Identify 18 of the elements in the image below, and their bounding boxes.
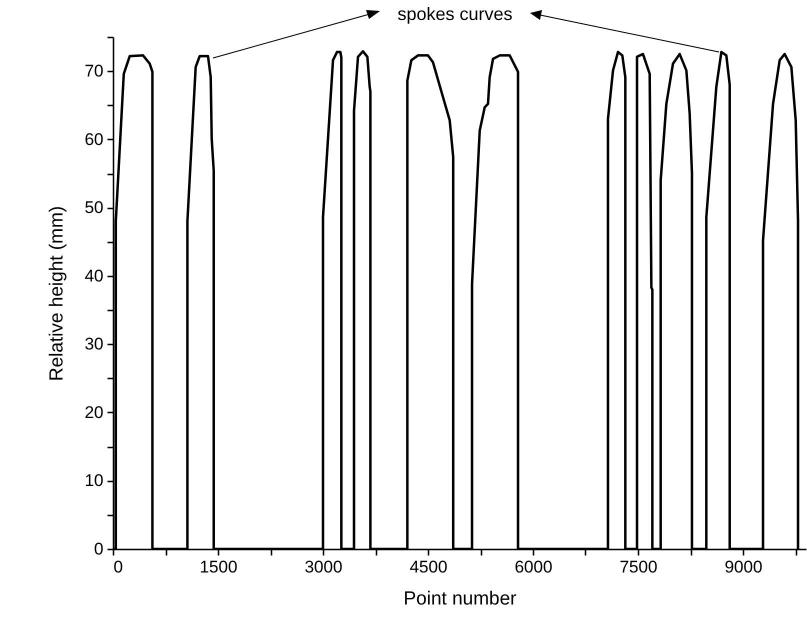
y-tick-label: 0 (94, 540, 104, 558)
x-tick-label: 9000 (724, 558, 762, 576)
y-tick-label: 40 (84, 266, 104, 286)
x-tick-label: 0 (114, 558, 123, 576)
x-tick-label: 1500 (200, 558, 238, 576)
y-tick-label: 70 (84, 62, 104, 81)
x-tick-label: 6000 (514, 558, 552, 576)
y-tick-label: 10 (84, 471, 104, 490)
x-tick-label: 3000 (304, 558, 342, 576)
y-axis-title: Relative height (mm) (46, 206, 68, 382)
y-tick-label: 60 (84, 130, 104, 149)
x-tick-label: 7500 (620, 558, 658, 576)
y-tick-label: 30 (84, 334, 104, 354)
y-tick-label: 50 (84, 198, 104, 218)
x-axis-title: Point number (403, 588, 518, 610)
text: spokes curves (397, 4, 513, 24)
y-tick-label: 20 (84, 402, 104, 422)
x-tick-label: 4500 (410, 558, 448, 576)
